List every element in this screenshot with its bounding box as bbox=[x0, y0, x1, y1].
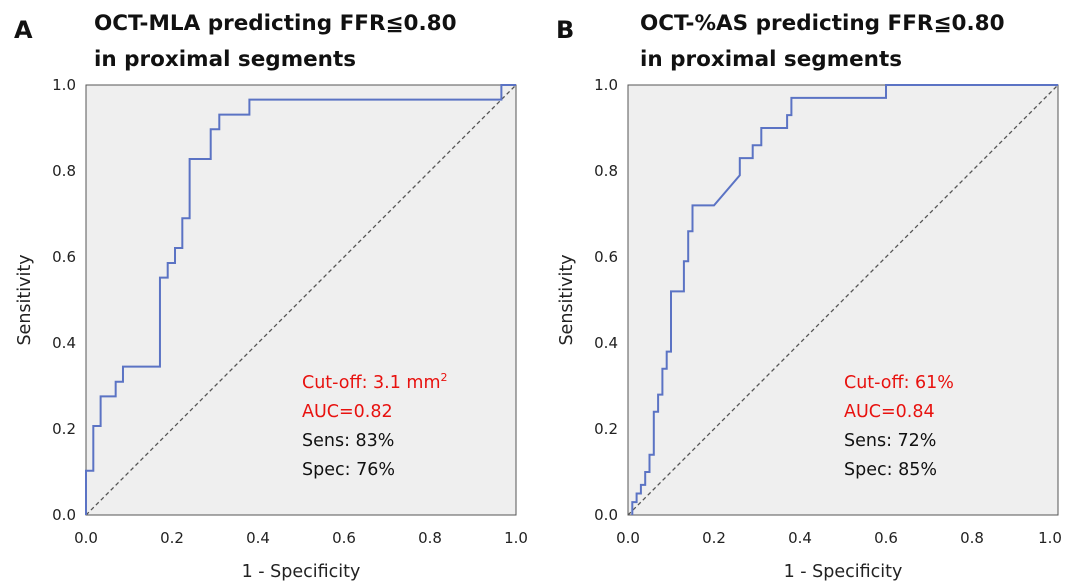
y-axis-ticks: 0.0 0.2 0.4 0.6 0.8 1.0 bbox=[52, 76, 76, 524]
chart-title-line1: OCT-%AS predicting FFR≦0.80 bbox=[640, 11, 1005, 36]
x-tick-label: 0.2 bbox=[160, 529, 184, 547]
y-axis-label: Sensitivity bbox=[15, 254, 35, 345]
x-tick-label: 1.0 bbox=[504, 529, 528, 547]
y-tick-label: 0.6 bbox=[52, 248, 76, 266]
cutoff-value: Cut-off: 3.1 mm bbox=[302, 373, 441, 393]
chart-title-line2: in proximal segments bbox=[640, 47, 902, 72]
stats-annotation: Cut-off: 61% AUC=0.84 Sens: 72% Spec: 85… bbox=[844, 373, 954, 480]
cutoff-value: Cut-off: 61% bbox=[844, 373, 954, 393]
specificity-text: Spec: 76% bbox=[302, 460, 395, 480]
sensitivity-text: Sens: 83% bbox=[302, 431, 394, 451]
y-tick-label: 0.8 bbox=[52, 162, 76, 180]
y-axis-label: Sensitivity bbox=[557, 254, 577, 345]
auc-text: AUC=0.84 bbox=[844, 402, 935, 422]
y-axis-ticks: 0.0 0.2 0.4 0.6 0.8 1.0 bbox=[594, 76, 618, 524]
chart-title-line2: in proximal segments bbox=[94, 47, 356, 72]
roc-curve-group bbox=[85, 84, 516, 515]
x-tick-label: 0.0 bbox=[74, 529, 98, 547]
x-tick-label: 0.6 bbox=[874, 529, 898, 547]
reference-diagonal-line bbox=[627, 84, 1059, 516]
x-tick-label: 0.8 bbox=[418, 529, 442, 547]
y-tick-label: 1.0 bbox=[52, 76, 76, 94]
x-tick-label: 0.6 bbox=[332, 529, 356, 547]
stats-annotation: Cut-off: 3.1 mm2 AUC=0.82 Sens: 83% Spec… bbox=[302, 371, 448, 480]
panel-letter: A bbox=[14, 16, 33, 44]
reference-diagonal-line bbox=[85, 84, 517, 516]
y-tick-label: 0.0 bbox=[52, 506, 76, 524]
panel-b: B OCT-%AS predicting FFR≦0.80 in proxima… bbox=[556, 11, 1062, 582]
x-axis-ticks: 0.0 0.2 0.4 0.6 0.8 1.0 bbox=[616, 529, 1062, 547]
specificity-text: Spec: 85% bbox=[844, 460, 937, 480]
cutoff-text: Cut-off: 61% bbox=[844, 373, 954, 393]
x-tick-label: 0.0 bbox=[616, 529, 640, 547]
x-tick-label: 0.4 bbox=[246, 529, 270, 547]
panel-letter: B bbox=[556, 16, 574, 44]
roc-curve-line bbox=[85, 84, 516, 515]
x-tick-label: 0.2 bbox=[702, 529, 726, 547]
y-tick-label: 0.2 bbox=[52, 420, 76, 438]
cutoff-text: Cut-off: 3.1 mm2 bbox=[302, 371, 448, 393]
x-axis-label: 1 - Specificity bbox=[784, 562, 903, 582]
y-tick-label: 0.4 bbox=[594, 334, 618, 352]
y-tick-label: 0.0 bbox=[594, 506, 618, 524]
x-tick-label: 0.4 bbox=[788, 529, 812, 547]
x-axis-label: 1 - Specificity bbox=[242, 562, 361, 582]
cutoff-superscript: 2 bbox=[441, 371, 448, 384]
x-tick-label: 0.8 bbox=[960, 529, 984, 547]
auc-text: AUC=0.82 bbox=[302, 402, 393, 422]
y-tick-label: 0.8 bbox=[594, 162, 618, 180]
y-tick-label: 0.6 bbox=[594, 248, 618, 266]
panel-a: A OCT-MLA predicting FFR≦0.80 in proxima… bbox=[14, 11, 528, 582]
chart-title-line1: OCT-MLA predicting FFR≦0.80 bbox=[94, 11, 457, 36]
x-tick-label: 1.0 bbox=[1038, 529, 1062, 547]
y-tick-label: 0.2 bbox=[594, 420, 618, 438]
roc-curve-group bbox=[631, 84, 1058, 515]
x-axis-ticks: 0.0 0.2 0.4 0.6 0.8 1.0 bbox=[74, 529, 528, 547]
roc-curve-line bbox=[631, 84, 1058, 515]
y-tick-label: 1.0 bbox=[594, 76, 618, 94]
y-tick-label: 0.4 bbox=[52, 334, 76, 352]
sensitivity-text: Sens: 72% bbox=[844, 431, 936, 451]
